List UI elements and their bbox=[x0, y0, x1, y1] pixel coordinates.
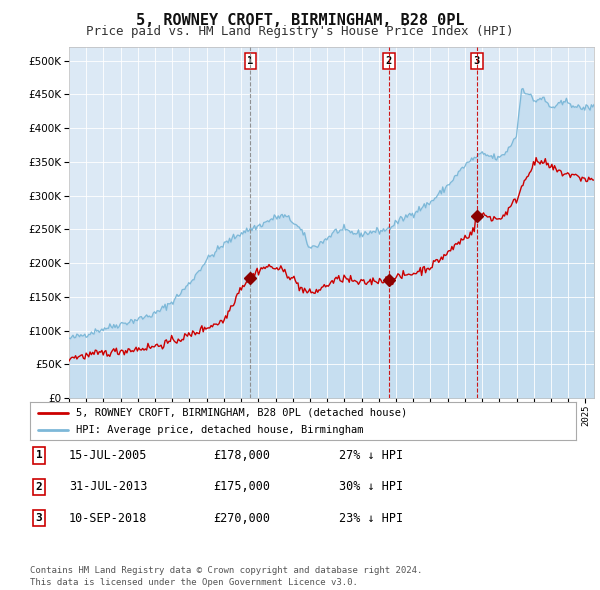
Text: 23% ↓ HPI: 23% ↓ HPI bbox=[339, 512, 403, 525]
Text: 3: 3 bbox=[473, 56, 480, 66]
Text: £270,000: £270,000 bbox=[213, 512, 270, 525]
Text: 27% ↓ HPI: 27% ↓ HPI bbox=[339, 449, 403, 462]
Text: 3: 3 bbox=[35, 513, 43, 523]
Text: 10-SEP-2018: 10-SEP-2018 bbox=[69, 512, 148, 525]
Text: 5, ROWNEY CROFT, BIRMINGHAM, B28 0PL (detached house): 5, ROWNEY CROFT, BIRMINGHAM, B28 0PL (de… bbox=[76, 408, 407, 418]
Text: 1: 1 bbox=[35, 451, 43, 460]
Text: Price paid vs. HM Land Registry's House Price Index (HPI): Price paid vs. HM Land Registry's House … bbox=[86, 25, 514, 38]
Text: 30% ↓ HPI: 30% ↓ HPI bbox=[339, 480, 403, 493]
Text: 15-JUL-2005: 15-JUL-2005 bbox=[69, 449, 148, 462]
Text: 2: 2 bbox=[35, 482, 43, 491]
Text: 31-JUL-2013: 31-JUL-2013 bbox=[69, 480, 148, 493]
Text: £175,000: £175,000 bbox=[213, 480, 270, 493]
Text: HPI: Average price, detached house, Birmingham: HPI: Average price, detached house, Birm… bbox=[76, 425, 364, 435]
Text: Contains HM Land Registry data © Crown copyright and database right 2024.
This d: Contains HM Land Registry data © Crown c… bbox=[30, 566, 422, 587]
Text: 2: 2 bbox=[386, 56, 392, 66]
Text: 1: 1 bbox=[247, 56, 254, 66]
Text: 5, ROWNEY CROFT, BIRMINGHAM, B28 0PL: 5, ROWNEY CROFT, BIRMINGHAM, B28 0PL bbox=[136, 13, 464, 28]
Text: £178,000: £178,000 bbox=[213, 449, 270, 462]
